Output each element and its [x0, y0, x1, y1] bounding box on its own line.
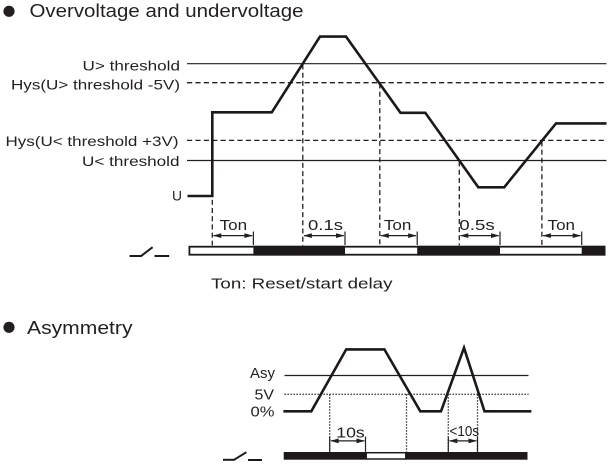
- svg-text:Ton: Reset/start delay: Ton: Reset/start delay: [211, 276, 393, 292]
- svg-text:Asymmetry: Asymmetry: [27, 318, 133, 338]
- svg-text:0.1s: 0.1s: [308, 217, 343, 234]
- svg-text:Overvoltage and undervoltage: Overvoltage and undervoltage: [30, 1, 304, 21]
- svg-text:0.5s: 0.5s: [459, 217, 495, 234]
- svg-text:Ton: Ton: [384, 217, 412, 234]
- svg-text:Ton: Ton: [548, 217, 576, 234]
- svg-text:U< threshold: U< threshold: [82, 153, 180, 169]
- svg-text:U: U: [172, 188, 182, 204]
- svg-text:Hys(U< threshold +3V): Hys(U< threshold +3V): [6, 133, 179, 149]
- svg-text:10s: 10s: [336, 424, 365, 441]
- svg-text:Hys(U> threshold -5V): Hys(U> threshold -5V): [11, 76, 180, 92]
- svg-text:0%: 0%: [251, 404, 275, 421]
- svg-text:Asy: Asy: [250, 365, 275, 382]
- svg-text:Ton: Ton: [220, 217, 248, 234]
- svg-text:<10s: <10s: [450, 423, 480, 440]
- svg-text:U> threshold: U> threshold: [83, 57, 181, 73]
- svg-text:5V: 5V: [255, 386, 275, 403]
